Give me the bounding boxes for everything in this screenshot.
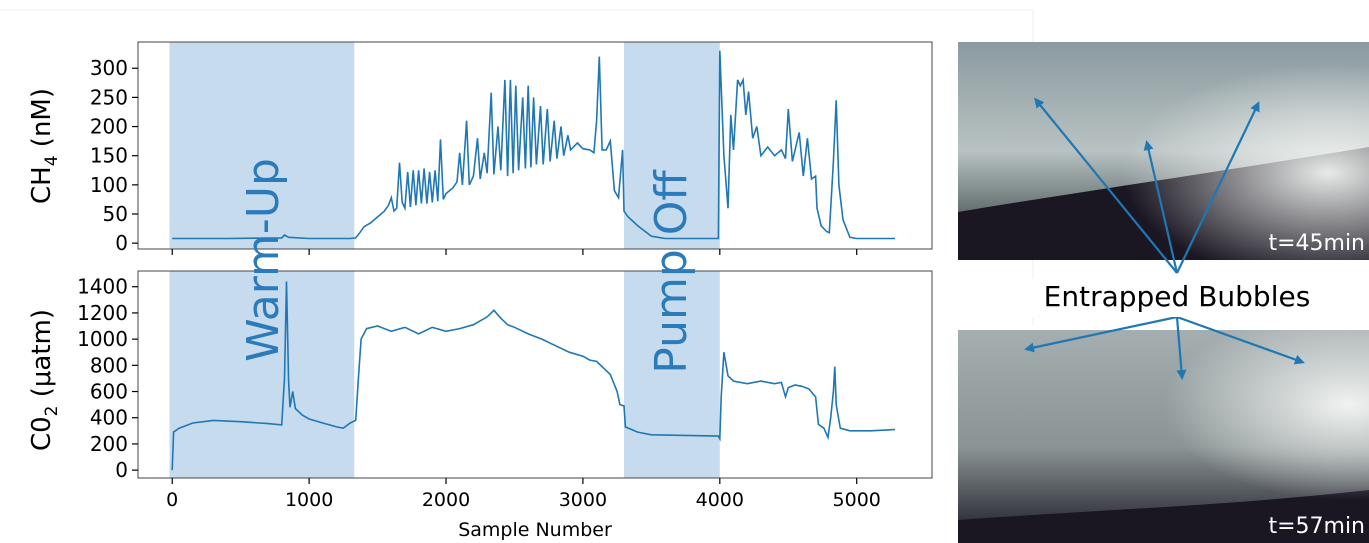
- ch4-shaded-regions: [169, 42, 720, 249]
- arrow-to-bubble-1: [1034, 97, 1178, 274]
- ch4-y-ticks: 0 50 100 150 200 250 300: [90, 56, 138, 255]
- ch4-y-tick-label: 100: [90, 173, 128, 197]
- ch4-y-tick-label: 0: [115, 231, 128, 255]
- ch4-y-tick-label: 300: [90, 56, 128, 80]
- photo-time-label-bottom: t=57min: [1268, 514, 1365, 539]
- ch4-shaded-region-1: [623, 42, 720, 249]
- co2-x-tick-label: 2000: [422, 489, 470, 511]
- ch4-series-line: [172, 50, 895, 240]
- co2-y-tick-label: 800: [90, 353, 128, 377]
- co2-y-tick-label: 1000: [77, 327, 128, 351]
- photo-time-label-top: t=45min: [1268, 231, 1365, 256]
- co2-x-tick-label: 3000: [559, 489, 607, 511]
- ch4-shaded-region-0: [169, 42, 355, 249]
- co2-y-axis-label: C02 (μatm): [27, 309, 62, 451]
- x-axis-label: Sample Number: [458, 519, 612, 541]
- bubble-photo-top: t=45min: [958, 42, 1369, 260]
- ch4-y-axis-label: CH4 (nM): [27, 88, 62, 204]
- co2-shaded-region-1: [623, 271, 720, 478]
- annotation-arrows: [1024, 97, 1305, 380]
- arrow-to-bubble-3: [1176, 101, 1260, 274]
- co2-x-tick-label: 1000: [285, 489, 333, 511]
- co2-shaded-regions: [169, 271, 720, 478]
- ch4-y-tick-label: 50: [103, 202, 128, 226]
- co2-y-tick-label: 200: [90, 432, 128, 456]
- arrow-to-bubble-5: [1175, 316, 1187, 380]
- co2-y-tick-label: 1400: [77, 275, 128, 299]
- co2-x-ticks: 0 1000 2000 3000 4000 5000: [166, 478, 881, 511]
- ch4-panel: 0 50 100 150 200 250 300 CH4 (nM): [27, 41, 933, 255]
- ch4-x-ticks: [171, 249, 858, 255]
- arrow-to-bubble-4: [1024, 315, 1178, 353]
- co2-y-tick-label: 0: [115, 458, 128, 482]
- co2-y-tick-label: 400: [90, 406, 128, 430]
- bubble-photo-bottom: t=57min: [958, 330, 1369, 543]
- ch4-y-tick-label: 200: [90, 115, 128, 139]
- arrow-to-bubble-2: [1143, 140, 1179, 274]
- ch4-y-tick-label: 250: [90, 85, 128, 109]
- co2-series-line: [171, 281, 896, 471]
- warm-up-label: Warm-Up: [238, 158, 289, 362]
- pump-off-label: Pump Off: [646, 169, 697, 374]
- arrow-to-bubble-6: [1176, 315, 1305, 365]
- ch4-y-tick-label: 150: [90, 144, 128, 168]
- co2-x-tick-label: 4000: [696, 489, 744, 511]
- annotation-label: Entrapped Bubbles: [1044, 280, 1311, 313]
- co2-y-tick-label: 600: [90, 380, 128, 404]
- co2-y-tick-label: 1200: [77, 301, 128, 325]
- co2-shaded-region-0: [169, 271, 355, 478]
- co2-x-tick-label: 5000: [833, 489, 881, 511]
- co2-x-tick-label: 0: [166, 489, 178, 511]
